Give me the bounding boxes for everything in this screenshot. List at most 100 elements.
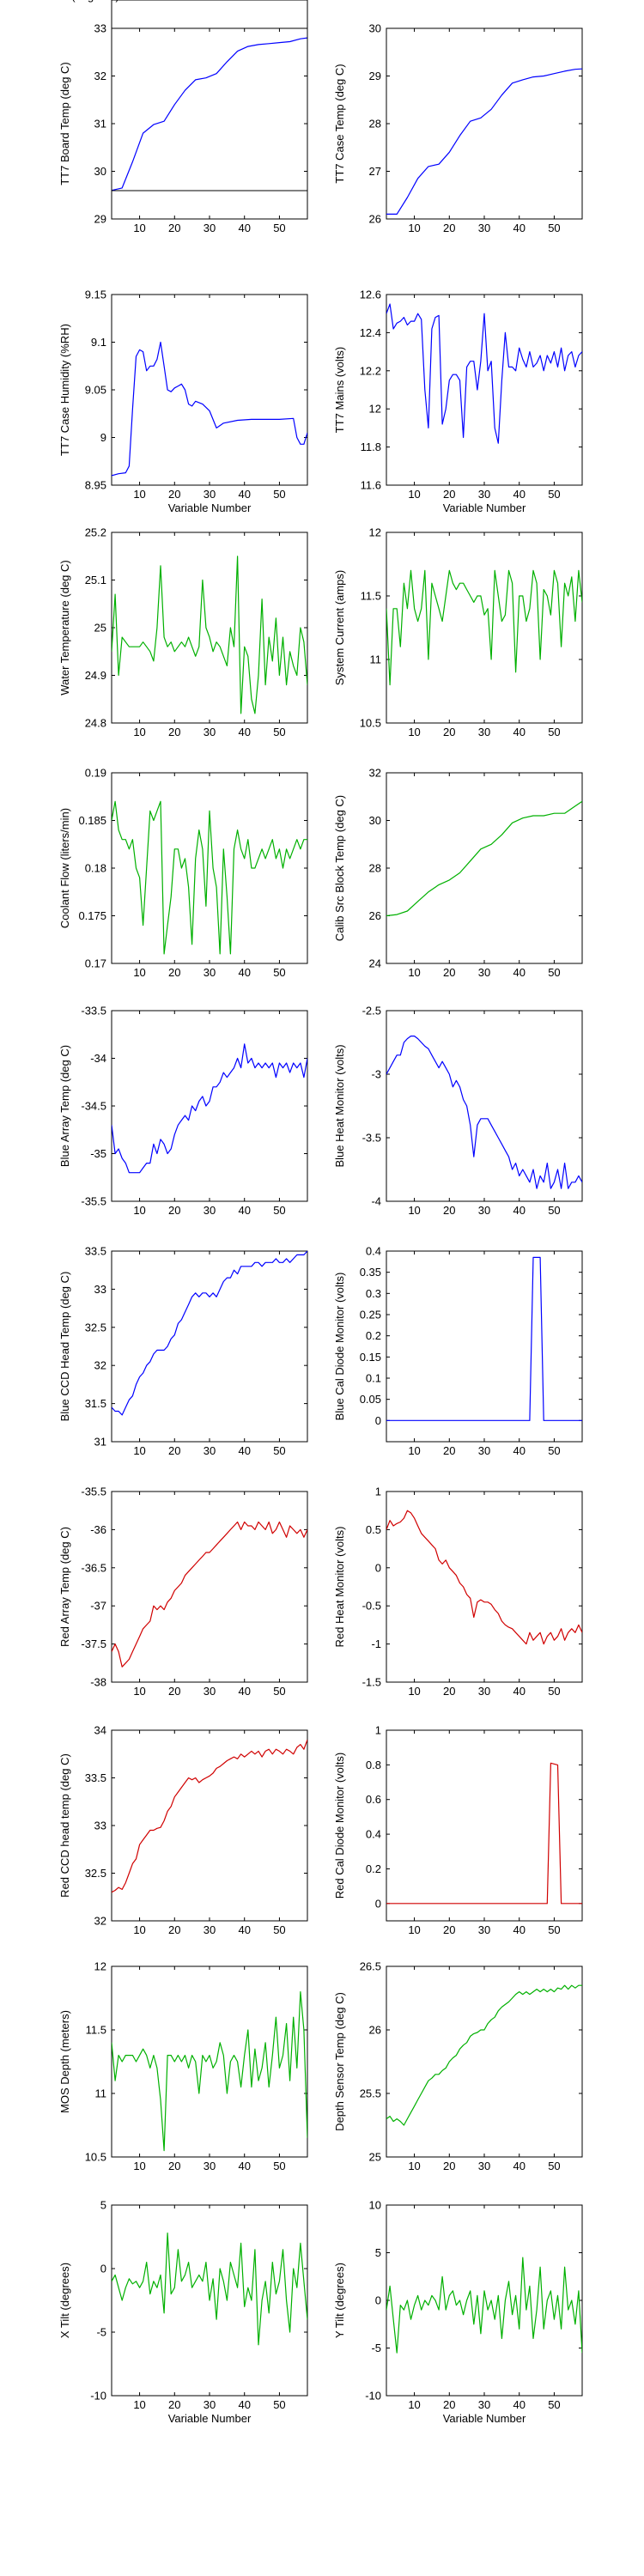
y-axis-label: Red Heat Monitor (volts) (333, 1527, 346, 1648)
y-tick-label: 0.15 (360, 1351, 381, 1364)
x-tick-label: 50 (273, 1923, 285, 1936)
axes-frame (111, 532, 308, 724)
series-line (386, 1510, 582, 1645)
y-tick-label: 33.5 (85, 1245, 106, 1258)
x-tick-label: 10 (408, 1204, 420, 1217)
x-tick-label: 20 (168, 1204, 180, 1217)
y-tick-label: 25.1 (85, 574, 106, 586)
y-tick-label: 0.2 (366, 1329, 381, 1342)
x-tick-label: 40 (238, 1685, 250, 1698)
x-tick-label: 50 (273, 1204, 285, 1217)
y-tick-label: 0.17 (85, 957, 106, 970)
x-axis-label: Variable Number (168, 501, 252, 514)
x-tick-label: 40 (513, 2160, 525, 2172)
y-tick-label: 9.05 (85, 384, 106, 397)
x-tick-label: 20 (443, 1444, 455, 1457)
y-tick-label: 10 (369, 2199, 381, 2212)
x-tick-label: 40 (238, 2398, 250, 2411)
x-tick-label: 50 (548, 1923, 560, 1936)
x-tick-label: 40 (238, 2160, 250, 2172)
series-line (386, 1256, 582, 1421)
x-tick-label: 30 (204, 2398, 216, 2411)
x-tick-label: 20 (168, 726, 180, 738)
x-tick-label: 50 (273, 726, 285, 738)
y-tick-label: -3 (371, 1068, 381, 1081)
x-tick-label: 40 (513, 488, 525, 501)
y-axis-label: TT7 Mains (volts) (333, 347, 346, 433)
y-tick-label: 8.95 (85, 479, 106, 492)
y-tick-label: 33.5 (85, 1771, 106, 1784)
x-tick-label: 50 (548, 488, 560, 501)
x-tick-label: 10 (408, 726, 420, 738)
y-tick-label: 25 (369, 2151, 381, 2164)
x-tick-label: 40 (513, 726, 525, 738)
y-tick-label: -10 (365, 2390, 381, 2403)
series-line (386, 2257, 582, 2354)
x-tick-label: 50 (548, 2398, 560, 2411)
y-tick-label: 25.5 (360, 2087, 381, 2100)
y-tick-label: 2 (100, 0, 106, 3)
y-tick-label: -36 (90, 1523, 106, 1536)
axes-frame (111, 1491, 308, 1683)
x-axis-label: Variable Number (443, 501, 526, 514)
y-tick-label: -35.5 (81, 1195, 106, 1208)
series-line (112, 1739, 307, 1893)
series-line (112, 37, 307, 191)
x-tick-label: 30 (204, 222, 216, 234)
chart-panel: 10 20 30 40 50 10.5 11 11.5 12 System Current (am… (333, 526, 583, 738)
series-line (386, 1762, 582, 1905)
x-tick-label: 30 (478, 2398, 490, 2411)
series-line (386, 800, 582, 917)
x-tick-label: 30 (478, 222, 490, 234)
series-line (112, 2233, 307, 2346)
y-tick-label: 28 (369, 118, 381, 131)
x-tick-label: 40 (238, 0, 250, 3)
chart-panel: 10 20 30 40 50 24.8 24.9 25 25.1 25.2 Water Temper… (58, 526, 308, 738)
axes-frame (111, 772, 308, 964)
y-tick-label: 24 (369, 957, 381, 970)
y-axis-label: MOS Depth (meters) (58, 2010, 71, 2113)
y-tick-label: 11.5 (361, 590, 381, 603)
series-line (386, 68, 582, 215)
x-tick-label: 10 (133, 0, 145, 3)
x-tick-label: 20 (168, 222, 180, 234)
axes-frame (386, 27, 583, 220)
y-axis-label: System Current (amps) (333, 570, 346, 685)
y-tick-label: 11 (370, 653, 382, 666)
y-tick-label: 30 (369, 814, 381, 827)
chart-panel: 10 20 30 40 50 29 30 31 32 33 TT7 Board Temp (deg … (58, 22, 308, 234)
series-line (112, 800, 307, 955)
chart-panel: 10 20 30 40 50 8.95 9 9.05 9.1 9.15 TT7 Case Humid… (58, 289, 308, 514)
y-tick-label: 8 (100, 0, 106, 3)
y-axis-label: TT7 Case Humidity (%RH) (58, 324, 71, 456)
x-tick-label: 30 (204, 1444, 216, 1457)
x-tick-label: 40 (238, 726, 250, 738)
y-tick-label: 6 (100, 0, 106, 3)
x-tick-label: 20 (443, 1204, 455, 1217)
x-axis-label: Variable Number (168, 0, 252, 3)
y-tick-label: 0.5 (366, 1523, 381, 1536)
x-tick-label: 30 (478, 1685, 490, 1698)
y-tick-label: 26 (369, 213, 381, 226)
chart-panel: 10 20 30 40 50 10.5 11 11.5 12 MOS Depth (meters) (58, 1960, 308, 2172)
x-tick-label: 20 (443, 222, 455, 234)
x-tick-label: 20 (168, 2398, 180, 2411)
x-tick-label: 50 (273, 1685, 285, 1698)
axes-frame (386, 772, 583, 964)
x-tick-label: 20 (443, 1685, 455, 1698)
axes-frame (386, 532, 583, 724)
x-tick-label: 50 (548, 1685, 560, 1698)
x-tick-label: 20 (168, 1685, 180, 1698)
y-tick-label: 0.19 (85, 767, 106, 780)
y-axis-label: TT7 Board Temp (deg C) (58, 62, 71, 185)
x-tick-label: 40 (238, 488, 250, 501)
x-tick-label: 50 (548, 222, 560, 234)
y-tick-label: -10 (90, 2390, 106, 2403)
y-tick-label: -2.5 (362, 1005, 381, 1018)
chart-panel: 10 20 30 40 50 32 32.5 33 33.5 34 Red CCD head tem… (58, 1724, 308, 1936)
y-tick-label: 0.6 (366, 1793, 381, 1806)
x-axis-label: Variable Number (168, 2412, 252, 2425)
y-tick-label: 0 (375, 2294, 381, 2307)
x-tick-label: 50 (548, 966, 560, 979)
x-tick-label: 10 (408, 2160, 420, 2172)
